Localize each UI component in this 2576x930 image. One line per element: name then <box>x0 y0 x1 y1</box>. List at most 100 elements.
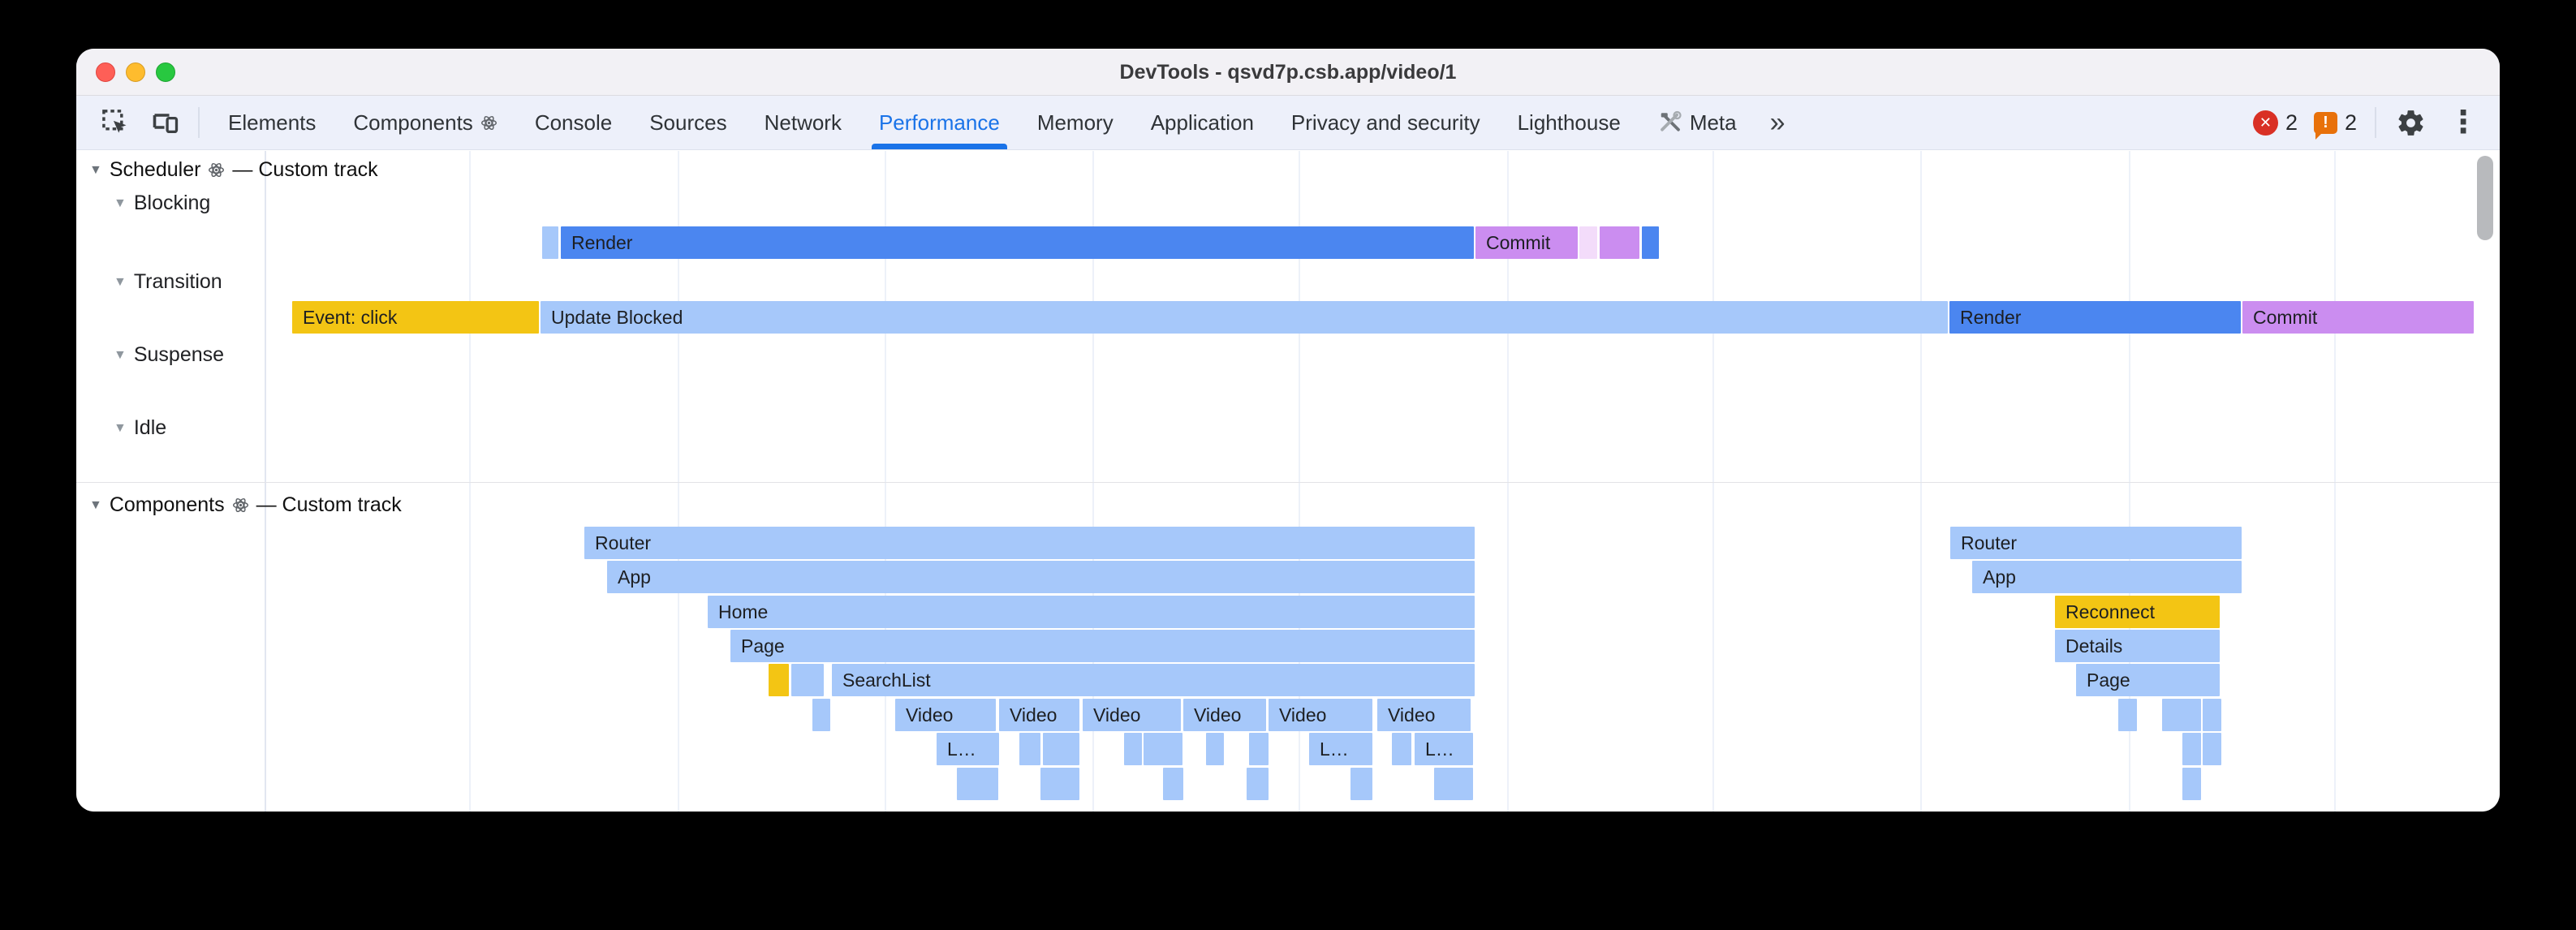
time-gridline <box>2334 151 2336 812</box>
flame-bar-page[interactable]: Page <box>730 630 1475 662</box>
flame-bar[interactable] <box>1144 733 1182 765</box>
collapse-triangle-icon[interactable]: ▼ <box>114 347 127 362</box>
time-gridline <box>1092 151 1094 812</box>
flame-bar[interactable] <box>1600 226 1639 259</box>
track-header-components[interactable]: ▼ Components — Custom track <box>89 493 402 517</box>
flame-bar-video[interactable]: Video <box>999 699 1079 731</box>
flame-bar-router[interactable]: Router <box>584 527 1475 559</box>
flame-bar[interactable] <box>1043 733 1079 765</box>
lane-label-suspense[interactable]: ▼ Suspense <box>114 343 224 367</box>
toolbar-right: ✕ 2 ! 2 ⋮ <box>2252 96 2483 149</box>
flame-bar-home[interactable]: Home <box>708 596 1475 628</box>
flame-bar[interactable] <box>542 226 558 259</box>
toolbar-divider <box>198 107 200 138</box>
more-tabs-icon[interactable]: » <box>1769 106 1786 138</box>
flame-bar[interactable] <box>1350 768 1372 800</box>
tab-sources[interactable]: Sources <box>631 96 745 149</box>
flame-bar-commit[interactable]: Commit <box>2242 301 2474 334</box>
flame-bar[interactable] <box>1579 226 1597 259</box>
more-options-kebab-icon[interactable]: ⋮ <box>2448 105 2479 140</box>
close-window-button[interactable] <box>96 62 115 82</box>
flame-bar[interactable] <box>2182 733 2201 765</box>
lane-label-idle[interactable]: ▼ Idle <box>114 416 166 440</box>
lane-label-blocking[interactable]: ▼ Blocking <box>114 192 210 215</box>
flame-bar[interactable] <box>1249 733 1269 765</box>
flame-bar-reconnect[interactable]: Reconnect <box>2055 596 2220 628</box>
time-gridline <box>2129 151 2130 812</box>
flame-bar-app[interactable]: App <box>1972 561 2242 593</box>
tab-memory[interactable]: Memory <box>1019 96 1132 149</box>
tab-label: Sources <box>649 110 727 135</box>
collapse-triangle-icon[interactable]: ▼ <box>114 420 127 435</box>
flame-bar[interactable] <box>791 664 824 696</box>
flame-bar[interactable] <box>957 768 998 800</box>
flame-bar-commit[interactable]: Commit <box>1475 226 1578 259</box>
settings-gear-icon[interactable] <box>2394 106 2427 139</box>
collapse-triangle-icon[interactable]: ▼ <box>114 196 127 210</box>
flame-bar-video[interactable]: Video <box>1083 699 1181 731</box>
flame-bar[interactable] <box>1206 733 1224 765</box>
flame-bar[interactable] <box>812 699 830 731</box>
collapse-triangle-icon[interactable]: ▼ <box>114 274 127 289</box>
issues-badge[interactable]: ! 2 <box>2313 110 2357 140</box>
lane-label-transition[interactable]: ▼ Transition <box>114 270 222 294</box>
flame-bar[interactable] <box>1124 733 1142 765</box>
tab-meta[interactable]: Meta <box>1639 96 1755 149</box>
flame-bar-update-blocked[interactable]: Update Blocked <box>541 301 1948 334</box>
flame-bar-video[interactable]: Video <box>1269 699 1372 731</box>
flame-bar[interactable] <box>2118 699 2137 731</box>
track-divider <box>76 482 2500 483</box>
flame-bar-router[interactable]: Router <box>1950 527 2242 559</box>
flame-bar[interactable] <box>1642 226 1659 259</box>
flame-bar-app[interactable]: App <box>607 561 1475 593</box>
flame-bar[interactable] <box>1019 733 1040 765</box>
tab-elements[interactable]: Elements <box>209 96 334 149</box>
track-suffix: — Custom track <box>232 158 378 181</box>
tab-application[interactable]: Application <box>1132 96 1273 149</box>
flame-bar[interactable] <box>769 664 789 696</box>
flame-bar-video[interactable]: Video <box>895 699 996 731</box>
flame-bar-l-[interactable]: L… <box>1415 733 1473 765</box>
flame-bar-event-click[interactable]: Event: click <box>292 301 539 334</box>
track-header-scheduler[interactable]: ▼ Scheduler — Custom track <box>89 158 378 182</box>
tab-privacy-and-security[interactable]: Privacy and security <box>1273 96 1499 149</box>
device-toolbar-icon[interactable] <box>149 106 182 139</box>
flame-bar[interactable] <box>2203 699 2221 731</box>
flame-bar-l-[interactable]: L… <box>1309 733 1372 765</box>
flame-bar-video[interactable]: Video <box>1183 699 1266 731</box>
console-errors-badge[interactable]: ✕ 2 <box>2252 110 2298 136</box>
collapse-triangle-icon[interactable]: ▼ <box>89 162 102 177</box>
flame-bar-details[interactable]: Details <box>2055 630 2220 662</box>
tab-lighthouse[interactable]: Lighthouse <box>1499 96 1639 149</box>
flame-bar-searchlist[interactable]: SearchList <box>832 664 1475 696</box>
tab-performance[interactable]: Performance <box>860 96 1019 149</box>
tab-network[interactable]: Network <box>746 96 860 149</box>
flame-bar[interactable] <box>1040 768 1079 800</box>
tab-console[interactable]: Console <box>516 96 631 149</box>
maximize-window-button[interactable] <box>156 62 175 82</box>
inspect-element-icon[interactable] <box>99 106 131 139</box>
flame-bar-render[interactable]: Render <box>1949 301 2241 334</box>
react-atom-icon <box>232 497 248 513</box>
flame-bar[interactable] <box>2162 699 2201 731</box>
flame-bar-page[interactable]: Page <box>2076 664 2220 696</box>
issue-icon: ! <box>2313 111 2337 140</box>
flame-bar[interactable] <box>2203 733 2221 765</box>
flame-bar-render[interactable]: Render <box>561 226 1474 259</box>
minimize-window-button[interactable] <box>126 62 145 82</box>
flame-bar[interactable] <box>1434 768 1473 800</box>
tab-components[interactable]: Components <box>334 96 515 149</box>
flame-bar[interactable] <box>2182 768 2201 800</box>
tab-label: Application <box>1150 110 1254 135</box>
flame-bar-l-[interactable]: L… <box>937 733 999 765</box>
flame-bar[interactable] <box>1163 768 1183 800</box>
lane-label: Idle <box>133 416 167 439</box>
flame-bar[interactable] <box>1247 768 1269 800</box>
time-gridline <box>678 151 679 812</box>
collapse-triangle-icon[interactable]: ▼ <box>89 497 102 512</box>
lane-label: Blocking <box>133 192 211 214</box>
flame-bar-video[interactable]: Video <box>1377 699 1471 731</box>
flame-bar[interactable] <box>1392 733 1411 765</box>
window-title: DevTools - qsvd7p.csb.app/video/1 <box>1119 61 1457 84</box>
vertical-scrollbar-thumb[interactable] <box>2477 156 2493 240</box>
